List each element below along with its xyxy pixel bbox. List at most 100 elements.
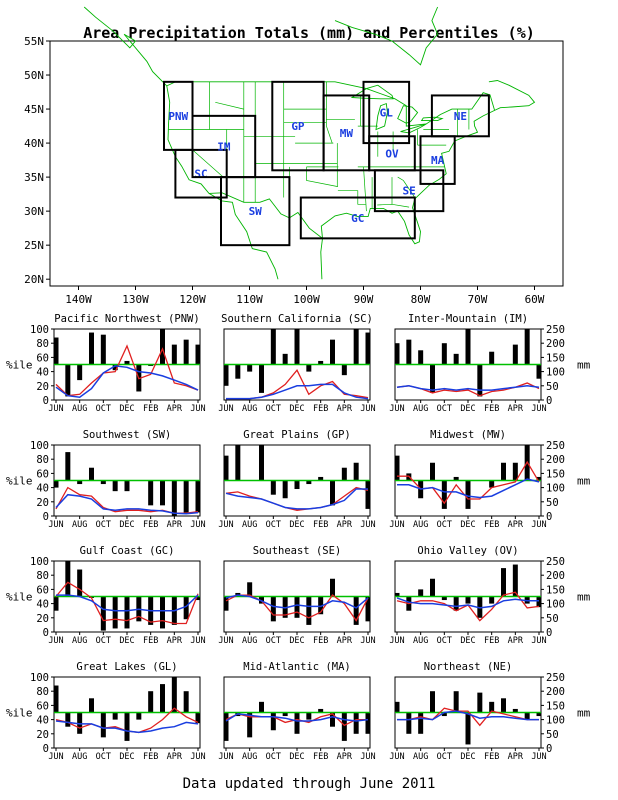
percentile-bar <box>183 480 189 513</box>
x-tick-label: APR <box>508 520 524 530</box>
y-tick-label: 200 <box>546 338 565 350</box>
y-tick-label: 150 <box>546 700 565 712</box>
percentile-bar <box>259 701 264 713</box>
percentile-bar <box>394 343 400 365</box>
percentile-bar <box>418 589 424 597</box>
x-tick-label: JUN <box>360 404 375 414</box>
percentile-bar <box>353 462 359 481</box>
x-tick-label: AUG <box>72 404 87 414</box>
y-tick-label: 150 <box>546 468 565 480</box>
lon-tick-label: 70W <box>468 293 488 306</box>
left-axis-label: %ile <box>6 707 33 720</box>
x-tick-label: AUG <box>242 752 257 762</box>
y-tick-label: 100 <box>30 324 49 336</box>
normal-mm-line <box>226 383 369 400</box>
percentile-bar <box>353 329 359 365</box>
percentile-bar <box>341 364 347 376</box>
percentile-bar <box>430 462 435 481</box>
percentile-bar <box>65 364 71 397</box>
x-tick-label: FEB <box>143 520 158 530</box>
y-tick-label: 0 <box>546 743 552 755</box>
panel-title: Inter-Mountain (IM) <box>408 313 528 325</box>
percentile-bar <box>148 480 154 506</box>
x-tick-label: JUN <box>190 636 205 646</box>
x-tick-label: OCT <box>437 520 452 530</box>
x-tick-label: APR <box>337 636 353 646</box>
lon-tick-label: 130W <box>122 293 149 306</box>
region-box-mw <box>322 94 371 172</box>
percentile-bar <box>453 353 459 365</box>
percentile-bar <box>223 596 229 611</box>
percentile-bar <box>195 596 201 601</box>
x-tick-label: DEC <box>460 520 475 530</box>
state-boundary <box>215 101 244 110</box>
lon-tick-label: 100W <box>293 293 320 306</box>
percentile-bar <box>183 691 189 713</box>
percentile-bar <box>53 337 59 365</box>
x-tick-label: OCT <box>437 404 452 414</box>
percentile-bar <box>512 708 518 713</box>
x-tick-label: AUG <box>72 752 87 762</box>
x-tick-label: APR <box>167 520 183 530</box>
x-tick-label: FEB <box>143 636 158 646</box>
panel-9: Great Lakes (GL)JUN AUG OCT DEC FEB APR JUN020… <box>6 661 206 762</box>
percentile-bar <box>124 596 130 629</box>
coastline-hudson <box>334 6 439 66</box>
percentile-bar <box>524 712 530 720</box>
y-tick-label: 100 <box>546 483 565 495</box>
percentile-bar <box>77 480 83 485</box>
percentile-bar <box>294 712 300 734</box>
percentile-bar <box>536 596 542 608</box>
percentile-bar <box>306 480 312 485</box>
x-tick-label: APR <box>167 752 183 762</box>
lon-tick-label: 120W <box>179 293 206 306</box>
percentile-bar <box>501 462 506 481</box>
percentile-bar <box>89 467 94 481</box>
region-label-mw: MW <box>340 127 354 140</box>
percentile-bar <box>235 445 241 481</box>
percentile-bar <box>353 596 359 625</box>
percentile-bar <box>124 712 130 741</box>
percentile-bar <box>330 578 335 597</box>
x-tick-label: DEC <box>119 404 134 414</box>
percentile-bar <box>294 480 300 490</box>
x-tick-label: AUG <box>413 520 428 530</box>
y-tick-label: 40 <box>36 599 49 611</box>
y-tick-label: 40 <box>36 483 49 495</box>
percentile-bar <box>223 455 229 481</box>
observed-line <box>225 486 369 511</box>
panel-0: Pacific Northwest (PNW) JUN AUG OCT DEC FEB AP… <box>6 313 206 414</box>
percentile-bar <box>418 350 424 365</box>
right-axis-label: mm <box>577 591 591 604</box>
panel-2: Inter-Mountain (IM) JUN AUG OCT DEC FEB APR JUN… <box>389 313 590 414</box>
x-tick-label: FEB <box>484 520 499 530</box>
y-tick-label: 250 <box>546 672 565 684</box>
coastline-1 <box>320 80 536 280</box>
percentile-bar <box>89 332 94 365</box>
x-tick-label: JUN <box>531 752 546 762</box>
percentile-bar <box>53 596 59 611</box>
percentile-bar <box>294 596 300 618</box>
panel-title: Pacific Northwest (PNW) <box>54 313 199 325</box>
state-boundary <box>397 176 416 198</box>
lake-2 <box>397 105 419 124</box>
lat-tick-label: 55N <box>24 35 44 48</box>
panel-10: Mid-Atlantic (MA) JUN AUG OCT DEC FEB APR JUN <box>218 661 375 762</box>
panel-title: Gulf Coast (GC) <box>80 545 175 557</box>
panel-7: Southeast (SE) JUN AUG OCT DEC FEB APR JUN <box>218 545 375 646</box>
x-tick-label: FEB <box>313 404 328 414</box>
right-axis-label: mm <box>577 475 591 488</box>
percentile-bar <box>171 677 177 713</box>
panel-4: Great Plains (GP) JUN AUG OCT DEC FEB APR JUN <box>218 429 375 530</box>
percentile-bar <box>124 360 130 365</box>
x-tick-label: JUN <box>360 520 375 530</box>
x-tick-label: JUN <box>190 520 205 530</box>
y-tick-label: 250 <box>546 556 565 568</box>
y-tick-label: 150 <box>546 584 565 596</box>
x-tick-label: DEC <box>289 520 304 530</box>
lat-tick-label: 20N <box>24 273 44 286</box>
region-box-gl <box>362 80 411 145</box>
percentile-bar <box>365 712 371 734</box>
percentile-bar <box>430 364 435 393</box>
